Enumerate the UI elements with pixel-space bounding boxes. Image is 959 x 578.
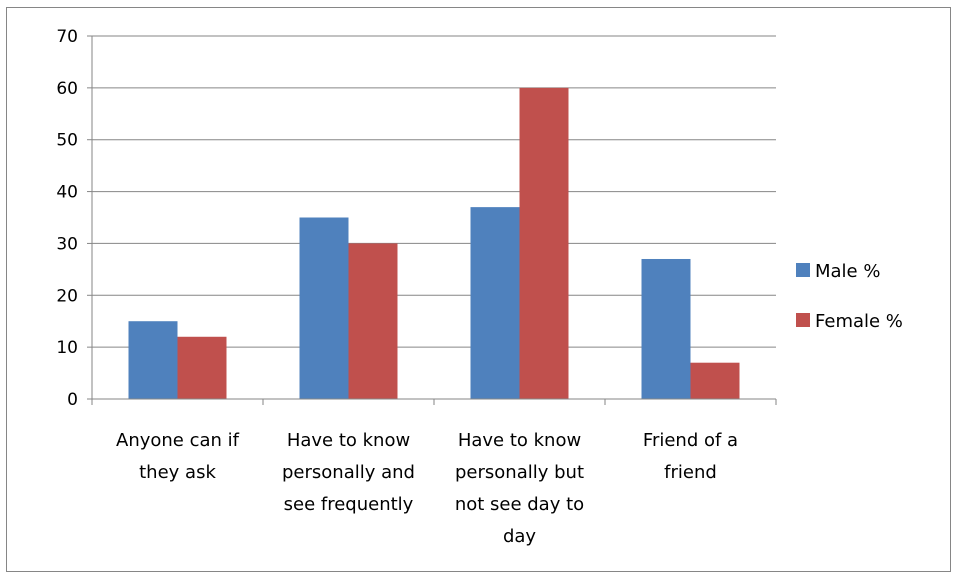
category-label-1: Have to know personally and see frequently [282,430,415,515]
bar-female-0 [177,336,227,399]
axes [87,35,777,405]
bars [128,87,740,399]
bar-female-2 [519,87,569,399]
category-label-line: day [503,526,536,547]
legend-label-1: Female % [815,311,903,332]
bar-male-2 [470,207,520,399]
category-label-3: Friend of a friend [643,430,738,483]
y-tick-label-20: 20 [56,286,78,306]
category-label-line: friend [664,462,717,483]
legend-swatch-1 [796,313,810,327]
legend-label-0: Male % [815,261,880,282]
legend-swatch-0 [796,263,810,277]
y-tick-label-10: 10 [56,338,78,358]
bar-male-3 [641,258,691,399]
category-label-line: not see day to [455,494,584,515]
category-label-line: they ask [139,462,216,483]
y-tick-label-0: 0 [67,390,78,410]
y-tick-label-70: 70 [56,27,78,47]
category-label-line: personally but [455,462,584,483]
bar-male-0 [128,321,178,399]
bar-male-1 [299,217,349,399]
bar-female-3 [690,362,740,399]
category-label-line: personally and [282,462,415,483]
category-label-2: Have to know personally but not see day to… [455,430,584,547]
category-labels: Anyone can if they ask Have to know persona… [116,430,738,547]
category-label-line: see frequently [284,494,414,515]
category-label-line: Friend of a [643,430,738,451]
bar-female-1 [348,243,398,399]
legend: Male % Female % [796,261,903,332]
y-tick-labels: 0 10 20 30 40 50 60 70 [56,27,78,410]
y-tick-label-60: 60 [56,79,78,99]
y-tick-label-30: 30 [56,234,78,254]
category-label-line: Have to know [287,430,410,451]
y-tick-label-50: 50 [56,131,78,151]
category-label-line: Anyone can if [116,430,240,451]
y-tick-label-40: 40 [56,183,78,203]
category-label-line: Have to know [458,430,581,451]
category-label-0: Anyone can if they ask [116,430,240,483]
